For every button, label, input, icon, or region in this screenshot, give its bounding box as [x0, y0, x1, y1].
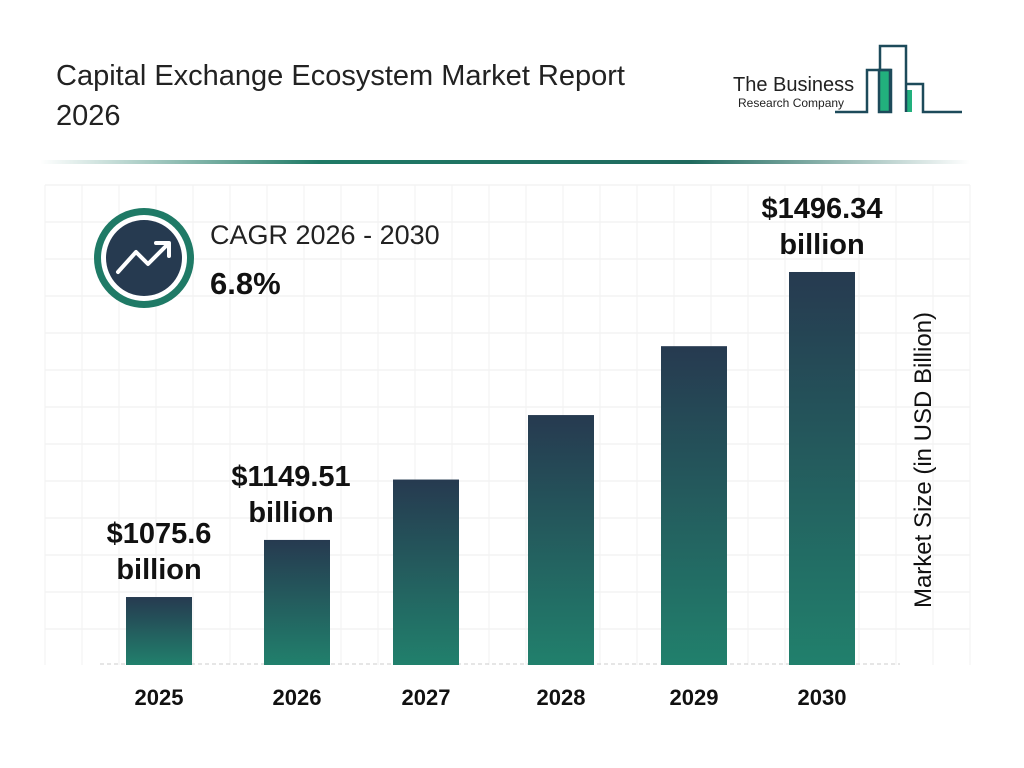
data-label: $1496.34	[762, 193, 883, 225]
x-tick-label: 2030	[798, 685, 847, 710]
bar-2026	[264, 539, 330, 665]
data-label: $1075.6	[107, 518, 212, 550]
data-label: billion	[116, 554, 201, 586]
x-tick-label: 2028	[537, 685, 586, 710]
data-label: billion	[779, 229, 864, 261]
company-logo: The Business Research Company	[730, 44, 970, 116]
bar-2028	[528, 415, 594, 665]
cagr-value: 6.8%	[210, 266, 281, 301]
x-tick-label: 2027	[402, 685, 451, 710]
bar-2025	[126, 597, 192, 665]
bar-2030	[789, 271, 855, 665]
x-tick-label: 2026	[273, 685, 322, 710]
x-tick-label: 2025	[135, 685, 184, 710]
y-axis-label: Market Size (in USD Billion)	[910, 311, 937, 609]
title-divider	[40, 160, 970, 164]
page-title: Capital Exchange Ecosystem Market Report…	[56, 60, 625, 132]
data-label: billion	[248, 497, 333, 529]
cagr-label: CAGR 2026 - 2030	[210, 220, 440, 250]
bar-2027	[393, 479, 459, 665]
x-tick-label: 2029	[670, 685, 719, 710]
cagr-badge	[94, 208, 194, 308]
trending-up-icon	[116, 241, 171, 274]
bar-2029	[661, 346, 727, 665]
data-label: $1149.51	[231, 461, 350, 493]
